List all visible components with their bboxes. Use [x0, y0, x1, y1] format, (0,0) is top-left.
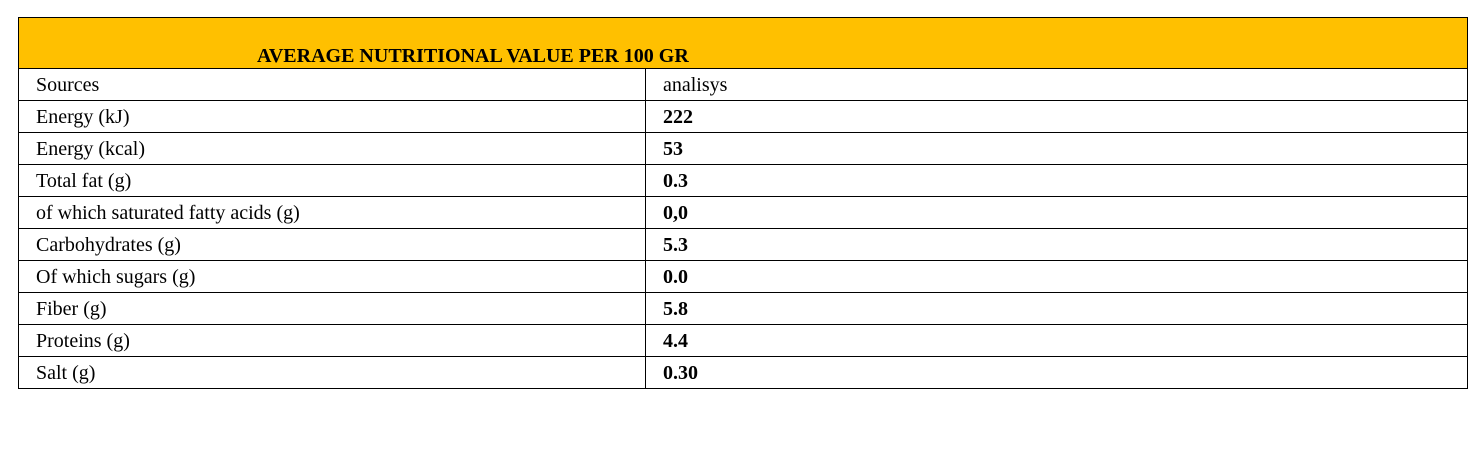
- nutrient-value: 0.0: [645, 260, 1468, 293]
- nutrient-value: analisys: [645, 68, 1468, 101]
- nutrition-table-container: AVERAGE NUTRITIONAL VALUE PER 100 GR Sou…: [18, 17, 1468, 389]
- nutrition-table: AVERAGE NUTRITIONAL VALUE PER 100 GR Sou…: [18, 17, 1468, 389]
- table-row: Carbohydrates (g) 5.3: [18, 228, 1468, 261]
- table-title: AVERAGE NUTRITIONAL VALUE PER 100 GR: [257, 45, 689, 67]
- nutrient-value: 0.30: [645, 356, 1468, 389]
- nutrient-label: Fiber (g): [18, 292, 646, 325]
- table-header-cell: AVERAGE NUTRITIONAL VALUE PER 100 GR: [18, 17, 1468, 69]
- nutrient-value: 5.8: [645, 292, 1468, 325]
- nutrient-label: Carbohydrates (g): [18, 228, 646, 261]
- nutrient-label: Energy (kcal): [18, 132, 646, 165]
- nutrient-value: 4.4: [645, 324, 1468, 357]
- table-row: of which saturated fatty acids (g) 0,0: [18, 196, 1468, 229]
- table-row: Energy (kJ) 222: [18, 100, 1468, 133]
- nutrient-value: 0,0: [645, 196, 1468, 229]
- table-row: Proteins (g) 4.4: [18, 324, 1468, 357]
- nutrient-label: Of which sugars (g): [18, 260, 646, 293]
- nutrient-label: of which saturated fatty acids (g): [18, 196, 646, 229]
- nutrient-value: 0.3: [645, 164, 1468, 197]
- table-row: Salt (g) 0.30: [18, 356, 1468, 389]
- nutrient-label: Proteins (g): [18, 324, 646, 357]
- nutrient-value: 53: [645, 132, 1468, 165]
- table-row: Fiber (g) 5.8: [18, 292, 1468, 325]
- nutrient-label: Total fat (g): [18, 164, 646, 197]
- table-row: Of which sugars (g) 0.0: [18, 260, 1468, 293]
- nutrient-label: Salt (g): [18, 356, 646, 389]
- table-row: Total fat (g) 0.3: [18, 164, 1468, 197]
- nutrient-value: 222: [645, 100, 1468, 133]
- nutrient-label: Energy (kJ): [18, 100, 646, 133]
- table-row: Energy (kcal) 53: [18, 132, 1468, 165]
- nutrient-value: 5.3: [645, 228, 1468, 261]
- nutrient-label: Sources: [18, 68, 646, 101]
- table-row: Sources analisys: [18, 68, 1468, 101]
- table-header-row: AVERAGE NUTRITIONAL VALUE PER 100 GR: [18, 17, 1468, 69]
